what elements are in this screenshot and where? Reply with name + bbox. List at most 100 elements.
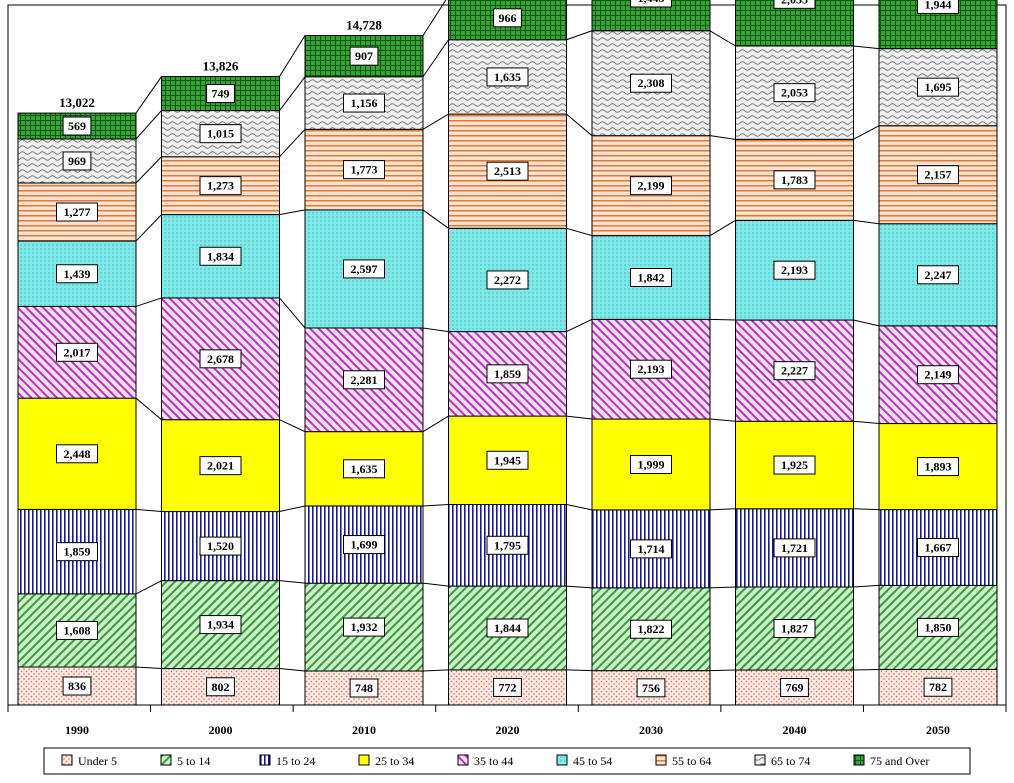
value-label-box <box>343 259 385 279</box>
value-label: 969 <box>68 154 86 168</box>
value-label-box <box>486 67 529 87</box>
value-label: 1,859 <box>494 367 521 381</box>
connector-line <box>135 397 162 421</box>
connector-line <box>135 110 162 140</box>
x-tick-label: 2010 <box>352 723 376 737</box>
value-label-box <box>630 0 672 8</box>
value-label-box <box>343 617 385 637</box>
value-label-box <box>917 457 959 477</box>
value-label: 1,932 <box>351 620 378 634</box>
bar-segment <box>17 305 137 399</box>
value-label: 1,783 <box>781 173 808 187</box>
connector-line <box>279 668 306 672</box>
legend-label: Under 5 <box>78 754 117 768</box>
value-label-box <box>917 617 959 637</box>
series-connectors <box>135 0 880 672</box>
value-label: 1,999 <box>638 457 665 471</box>
value-label-box <box>486 364 529 384</box>
value-label: 1,273 <box>207 179 234 193</box>
value-label: 1,859 <box>64 545 91 559</box>
value-label-box <box>917 537 959 557</box>
total-label: 13,022 <box>59 95 95 110</box>
legend: Under 5 5 to 14 15 to 24 25 to 34 35 to 44 45… <box>61 754 929 768</box>
x-tick-label: 1990 <box>65 723 89 737</box>
value-label-box <box>917 77 959 97</box>
legend-label: 15 to 24 <box>276 754 315 768</box>
value-label-box <box>486 535 529 555</box>
value-label: 1,667 <box>925 540 952 554</box>
connector-line <box>566 504 593 511</box>
value-label-box <box>343 160 385 180</box>
value-label-box <box>206 677 235 697</box>
value-label-box <box>199 246 242 266</box>
value-label: 772 <box>499 680 517 694</box>
value-label-box <box>56 264 98 284</box>
value-label-box <box>773 170 816 190</box>
legend-swatch <box>259 754 271 766</box>
value-label-box <box>773 260 816 280</box>
legend-swatch <box>853 754 865 766</box>
value-label-box <box>773 0 816 9</box>
connector-line <box>566 669 593 672</box>
value-label-box <box>486 450 529 470</box>
connector-line <box>422 209 449 229</box>
value-label-box <box>493 8 522 28</box>
value-label-box <box>56 542 98 562</box>
value-label: 1,156 <box>351 96 378 110</box>
legend-swatch <box>655 754 667 766</box>
x-tick-label: 2020 <box>496 723 520 737</box>
value-label: 1,773 <box>351 163 378 177</box>
value-label: 2,193 <box>781 263 808 277</box>
value-label-box <box>56 620 98 640</box>
value-label: 1,721 <box>781 541 808 555</box>
x-tick-label: 2050 <box>926 723 950 737</box>
value-label: 749 <box>212 87 230 101</box>
legend-swatch <box>457 754 469 766</box>
value-label: 1,699 <box>351 538 378 552</box>
value-label: 2,513 <box>494 164 521 178</box>
connector-line <box>422 113 449 130</box>
value-label-box <box>636 678 666 698</box>
legend-label: 5 to 14 <box>177 754 210 768</box>
value-label: 2,272 <box>494 273 521 287</box>
value-label: 2,149 <box>925 368 952 382</box>
value-label-box <box>486 270 529 290</box>
value-label-box <box>773 83 816 103</box>
value-label: 1,945 <box>494 453 521 467</box>
value-label: 1,015 <box>207 127 234 141</box>
connector-line <box>279 580 306 584</box>
value-label: 756 <box>642 681 660 695</box>
value-label-box <box>630 268 672 287</box>
connector-line <box>279 297 306 329</box>
value-label: 1,925 <box>781 458 808 472</box>
connector-line <box>422 669 449 672</box>
value-label-box <box>773 538 816 558</box>
value-label-box <box>773 619 816 639</box>
legend-label: 55 to 64 <box>672 754 711 768</box>
value-label: 1,834 <box>207 249 234 263</box>
value-label: 1,635 <box>494 70 521 84</box>
value-label: 2,597 <box>351 262 378 276</box>
value-label: 1,934 <box>207 618 234 632</box>
connector-line <box>709 219 736 237</box>
connector-line <box>135 666 162 670</box>
total-label: 13,826 <box>203 59 239 74</box>
value-label: 1,635 <box>351 462 378 476</box>
value-label-box <box>343 370 385 390</box>
value-label: 966 <box>499 11 517 25</box>
value-label-box <box>62 676 92 696</box>
value-label: 2,053 <box>781 86 808 100</box>
connector-line <box>566 318 593 333</box>
value-label-box <box>199 456 242 476</box>
x-tick-label: 2040 <box>783 723 807 737</box>
value-label: 769 <box>786 681 804 695</box>
legend-label: 45 to 54 <box>573 754 612 768</box>
value-label: 1,850 <box>925 620 952 634</box>
connector-line <box>566 585 593 589</box>
value-label-box <box>199 349 242 369</box>
value-label: 1,277 <box>64 205 91 219</box>
connector-line <box>853 319 880 327</box>
value-label-box <box>56 342 98 362</box>
